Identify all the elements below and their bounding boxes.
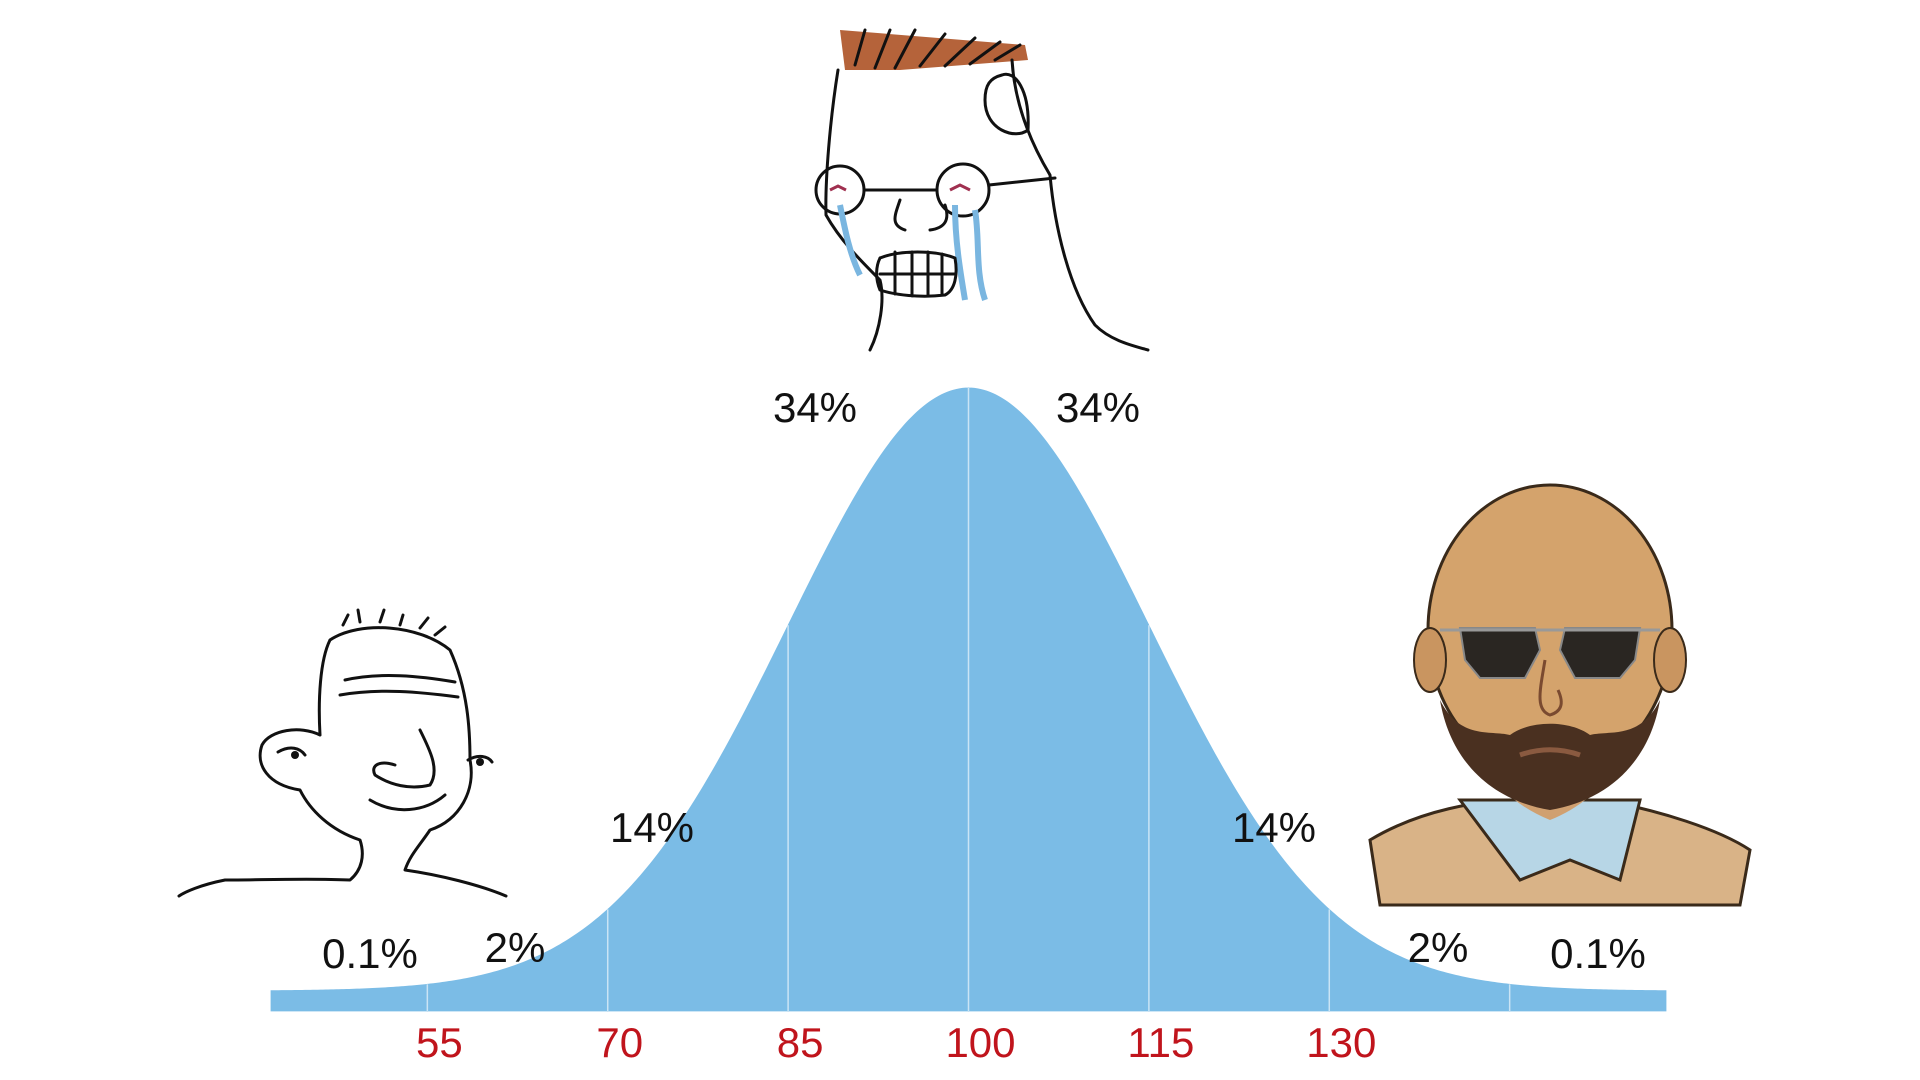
bell-segment xyxy=(1509,983,1667,1012)
ear xyxy=(1653,627,1687,693)
bell-segment xyxy=(270,983,428,1012)
left-face xyxy=(177,608,508,898)
tears xyxy=(837,204,988,301)
x-tick-label: 70 xyxy=(596,1019,643,1066)
value-label: 14% xyxy=(610,804,694,851)
middle-face xyxy=(814,28,1150,352)
shirt xyxy=(1457,798,1642,883)
value-label: 0.1% xyxy=(322,930,418,977)
value-label: 0.1% xyxy=(1550,930,1646,977)
bell-segment xyxy=(607,625,789,1012)
bell-segment xyxy=(968,387,1150,1012)
x-tick-label: 115 xyxy=(1127,1019,1194,1066)
value-label: 14% xyxy=(1232,804,1316,851)
mouth xyxy=(1519,747,1581,758)
ear xyxy=(1413,627,1447,693)
value-label: 34% xyxy=(773,384,857,431)
nose xyxy=(1538,659,1563,717)
eye xyxy=(476,758,484,766)
value-label: 2% xyxy=(1408,924,1469,971)
bell-segment xyxy=(426,908,609,1012)
right-face xyxy=(1368,483,1752,907)
x-tick-label: 85 xyxy=(777,1019,824,1066)
value-label: 34% xyxy=(1056,384,1140,431)
eyes xyxy=(829,183,971,192)
x-tick-label: 100 xyxy=(945,1019,1015,1066)
illustrations xyxy=(177,28,1752,907)
bell-segment xyxy=(1328,908,1511,1012)
x-tick-label: 130 xyxy=(1306,1019,1376,1066)
sunglasses xyxy=(1458,627,1642,679)
plot: 55 70 85 100 115 130 0.1% 2% 14% 34% 34% 14% 2% 0.1% xyxy=(270,384,1667,1066)
bell-segment xyxy=(1148,625,1330,1012)
beard xyxy=(1440,700,1660,810)
x-tick-label: 55 xyxy=(416,1019,463,1066)
eye xyxy=(291,751,299,759)
value-label: 2% xyxy=(485,924,546,971)
bell-segment xyxy=(787,387,969,1012)
